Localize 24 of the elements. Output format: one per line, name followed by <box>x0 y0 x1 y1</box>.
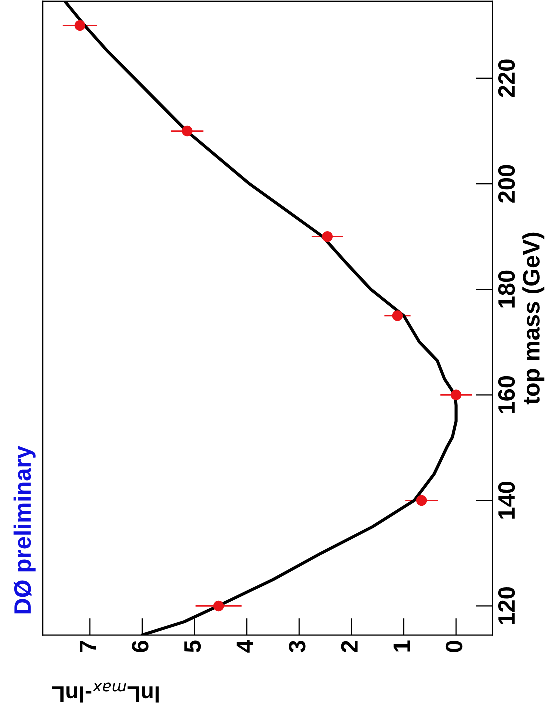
y-tick-label: 140 <box>498 482 516 519</box>
y-tick-label: 180 <box>498 270 516 308</box>
y-tick-label: 200 <box>498 165 516 203</box>
x-axis-title: lnL$_{max}$-lnL <box>52 682 159 703</box>
x-tick-label: 2 <box>341 641 358 652</box>
point <box>182 126 193 137</box>
y-tick-label: 120 <box>498 588 516 624</box>
point <box>322 231 333 242</box>
x-tick-label: 4 <box>236 640 254 653</box>
x-tick-label: 0 <box>446 641 463 652</box>
point <box>450 390 462 400</box>
x-tick-label: 3 <box>289 640 306 653</box>
y-axis-title: top mass (GeV) <box>522 232 545 405</box>
x-tick-label: 6 <box>132 640 149 652</box>
y-tick-label: 160 <box>498 376 516 414</box>
point <box>74 20 86 32</box>
point <box>213 600 224 612</box>
x-tick-label: 5 <box>184 640 202 653</box>
x-tick-label: 7 <box>80 641 96 652</box>
point <box>392 310 404 322</box>
point <box>416 495 428 506</box>
y-tick-label: 220 <box>498 60 516 98</box>
x-tick-label: 1 <box>394 640 410 652</box>
text: DØ preliminary <box>14 446 36 614</box>
